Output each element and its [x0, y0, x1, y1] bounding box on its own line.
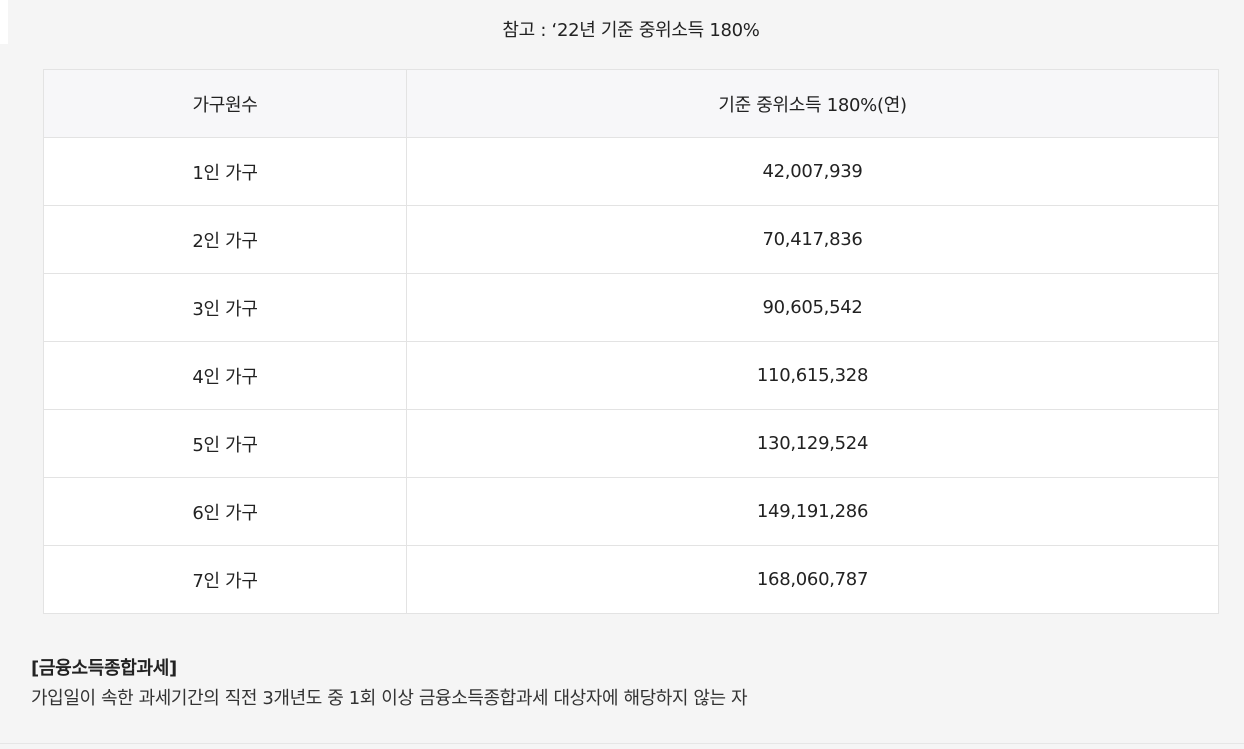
section-title: [금융소득종합과세] [31, 658, 177, 679]
household-size-cell: 6인 가구 [43, 477, 407, 546]
table-caption: 참고 : ‘22년 기준 중위소득 180% [502, 20, 760, 41]
table-row: 4인 가구 110,615,328 [43, 341, 1219, 410]
income-cell: 42,007,939 [406, 137, 1219, 206]
household-size-cell: 2인 가구 [43, 205, 407, 274]
household-size-cell: 3인 가구 [43, 273, 407, 342]
header-median-income: 기준 중위소득 180%(연) [406, 69, 1219, 138]
income-cell: 149,191,286 [406, 477, 1219, 546]
table-row: 5인 가구 130,129,524 [43, 409, 1219, 478]
income-cell: 130,129,524 [406, 409, 1219, 478]
income-cell: 110,615,328 [406, 341, 1219, 410]
table-row: 2인 가구 70,417,836 [43, 205, 1219, 274]
income-cell: 168,060,787 [406, 545, 1219, 614]
section-description: 가입일이 속한 과세기간의 직전 3개년도 중 1회 이상 금융소득종합과세 대… [31, 688, 748, 709]
header-household-size: 가구원수 [43, 69, 407, 138]
bottom-divider [0, 743, 1244, 744]
table-row: 1인 가구 42,007,939 [43, 137, 1219, 206]
income-cell: 70,417,836 [406, 205, 1219, 274]
median-income-table: 가구원수 기준 중위소득 180%(연) 1인 가구 42,007,939 2인… [43, 69, 1219, 614]
table-row: 3인 가구 90,605,542 [43, 273, 1219, 342]
household-size-cell: 1인 가구 [43, 137, 407, 206]
income-cell: 90,605,542 [406, 273, 1219, 342]
household-size-cell: 4인 가구 [43, 341, 407, 410]
household-size-cell: 5인 가구 [43, 409, 407, 478]
table-row: 7인 가구 168,060,787 [43, 545, 1219, 614]
table-header-row: 가구원수 기준 중위소득 180%(연) [43, 69, 1219, 138]
household-size-cell: 7인 가구 [43, 545, 407, 614]
corner-divider [0, 0, 8, 44]
table-row: 6인 가구 149,191,286 [43, 477, 1219, 546]
